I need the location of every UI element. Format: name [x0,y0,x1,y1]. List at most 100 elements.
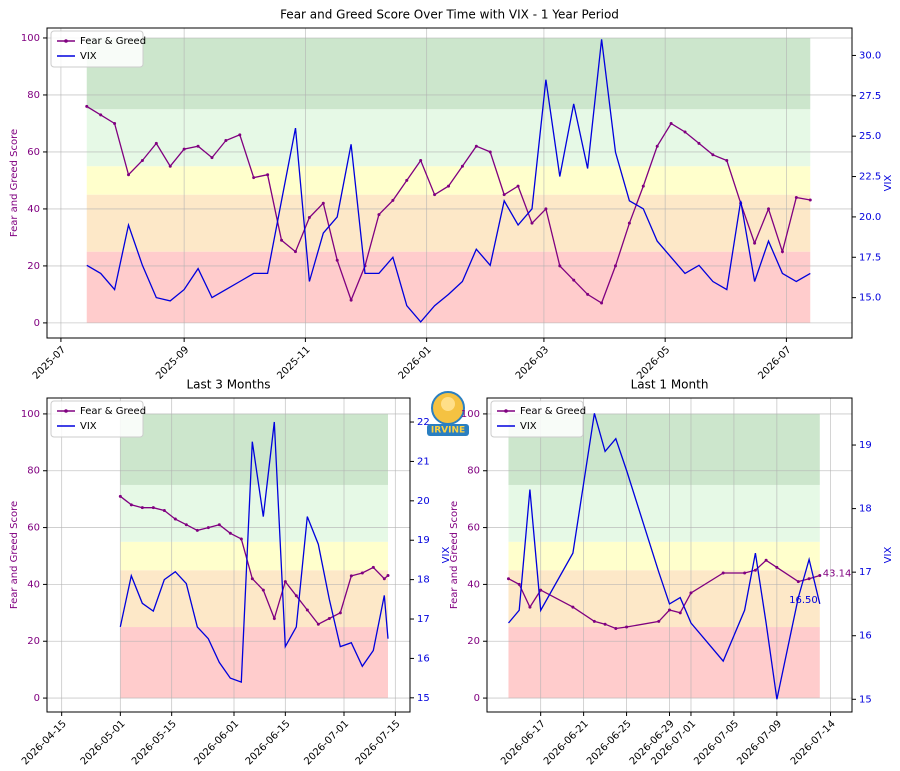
y-tick-label: 40 [27,579,40,590]
x-tick-label: 2025-11 [275,344,312,381]
y2-tick-label: 17 [417,614,430,625]
series-marker [517,582,521,586]
legend-label: Fear & Greed [80,406,146,417]
logo-face [441,397,455,411]
x-tick-label: 2025-09 [154,344,191,381]
sentiment-zone [508,484,820,542]
y-tick-label: 20 [467,636,480,647]
series-marker [711,153,715,157]
series-marker [516,184,520,188]
series-marker [99,113,103,117]
chart-title: Last 3 Months [186,378,270,392]
series-marker [697,141,701,145]
series-marker [206,526,210,530]
series-marker [283,580,287,584]
series-line [86,39,811,323]
sentiment-zone [120,627,388,699]
legend-marker [64,39,68,43]
series-marker [321,201,325,205]
series-marker [280,238,284,242]
series-marker [678,611,682,615]
series-line [119,421,389,684]
x-tick-label: 2026-06-17 [499,718,548,767]
series-marker [316,622,320,626]
sentiment-zone [508,541,820,571]
legend: Fear & Greed VIX [50,30,146,68]
y-tick-label: 20 [27,636,40,647]
y-axis-label: Fear and Greed Score [9,129,20,237]
y-tick-label: 100 [21,33,40,44]
x-tick-label: 2026-07 [756,344,793,381]
x-tick-label: 2026-07-09 [735,718,784,767]
series-marker [474,144,478,148]
series-marker [307,215,311,219]
y-tick-label: 100 [21,409,40,420]
series-marker [195,528,199,532]
x-tick-label: 2026-06-15 [244,718,293,767]
x-tick-label: 2026-07-05 [692,718,741,767]
y2-tick-label: 19 [859,440,872,451]
y2-tick-label: 30.0 [859,50,881,61]
y-tick-label: 20 [27,261,40,272]
y2-tick-label: 25.0 [859,131,881,142]
series-marker [252,176,256,180]
series-marker [539,588,543,592]
series-marker [184,523,188,527]
legend-label: VIX [80,51,97,62]
series-marker [239,537,243,541]
y2-tick-label: 22 [417,417,430,428]
y2-tick-label: 17.5 [859,252,881,263]
series-marker [210,156,214,160]
series-marker [196,144,200,148]
series-marker [530,221,534,225]
y-tick-label: 60 [467,523,480,534]
series-marker [250,577,254,581]
series-marker [767,207,771,211]
y2-axis-label: VIX [441,547,452,564]
legend-box [50,30,144,68]
series-marker [743,571,747,575]
plot-frame [46,27,853,339]
series-marker [669,121,673,125]
series-marker [586,292,590,296]
series-marker [807,577,811,581]
series-marker [764,558,768,562]
y-tick-label: 60 [27,523,40,534]
y2-axis-label: VIX [883,547,894,564]
y-tick-label: 40 [27,204,40,215]
series-marker [753,241,757,245]
y-tick-label: 40 [467,579,480,590]
series-marker [349,574,353,578]
y2-tick-label: 27.5 [859,91,881,102]
series-marker [377,213,381,217]
series-marker [371,565,375,569]
series-marker [544,207,548,211]
series-marker [641,184,645,188]
series-marker [360,571,364,575]
series-marker [528,605,532,609]
series-marker [655,144,659,148]
series-marker [335,258,339,262]
series-marker [488,150,492,154]
sentiment-zone [508,570,820,628]
value-annotation: 43.14 [823,568,852,579]
y2-tick-label: 22.5 [859,172,881,183]
y2-tick-label: 20.0 [859,212,881,223]
sentiment-zone [86,166,811,195]
series-marker [305,608,309,612]
series-marker [572,278,576,282]
series-marker [600,301,604,305]
y2-tick-label: 15.0 [859,293,881,304]
series-marker [228,531,232,535]
series-marker [603,622,607,626]
x-tick-label: 2026-05-01 [79,718,128,767]
y2-tick-label: 15 [417,693,430,704]
series-marker [129,503,133,507]
series-marker [447,184,451,188]
sentiment-zone [508,627,820,699]
series-marker [293,250,297,254]
x-tick-label: 2026-07-01 [302,718,351,767]
x-tick-label: 2026-05 [635,344,672,381]
y2-tick-label: 15 [859,694,872,705]
series-marker [794,196,798,200]
